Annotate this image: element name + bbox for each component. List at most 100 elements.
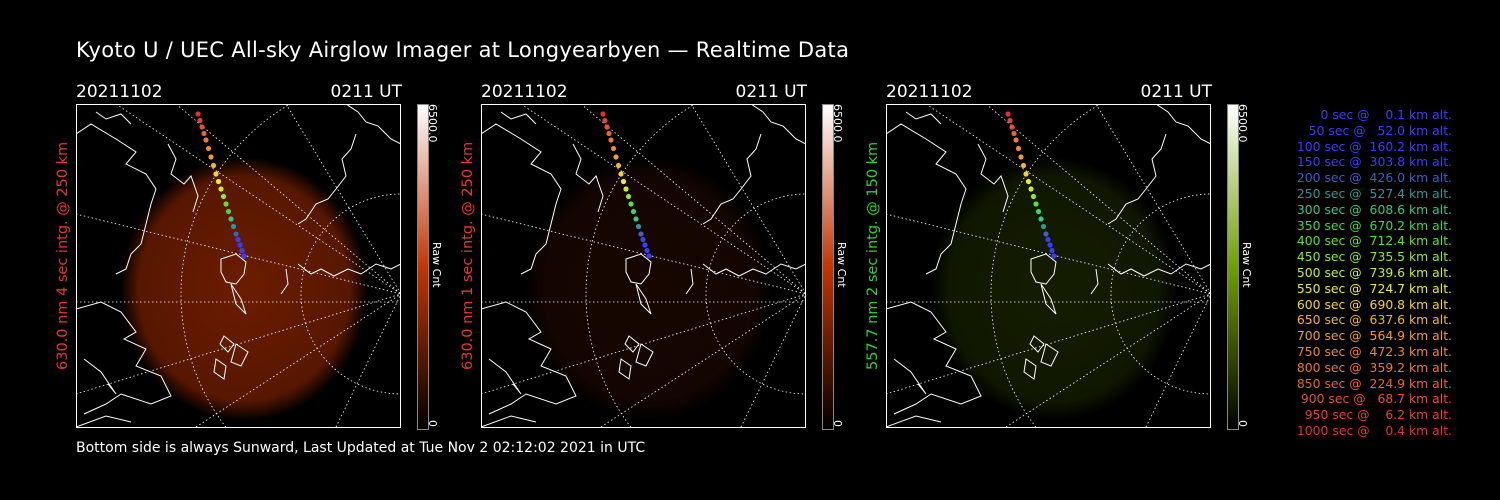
trajectory-point xyxy=(1030,193,1037,200)
trajectory-point xyxy=(1028,186,1034,192)
image-panel-557nm-2sec: 20211102 0211 UT 6500.0 Raw Cnt 0 xyxy=(886,80,1266,430)
trajectory-point xyxy=(615,162,622,169)
legend-entry: 350 sec @ 670.2 km alt. xyxy=(1292,217,1452,233)
trajectory-point xyxy=(640,236,646,243)
legend-entry: 650 sec @ 637.6 km alt. xyxy=(1292,312,1452,328)
legend-entry: 700 sec @ 564.9 km alt. xyxy=(1292,328,1452,344)
trajectory-point xyxy=(635,223,642,230)
trajectory-point xyxy=(1035,208,1042,215)
legend-entry: 300 sec @ 608.6 km alt. xyxy=(1292,201,1452,217)
legend-entry: 250 sec @ 527.4 km alt. xyxy=(1292,185,1452,201)
trajectory-point xyxy=(646,253,652,259)
image-panel-630nm-4sec: 20211102 0211 UT 6500.0 Raw Cnt 0 xyxy=(76,80,456,430)
trajectory-point xyxy=(1043,231,1049,237)
trajectory-point xyxy=(610,145,617,152)
legend-entry: 450 sec @ 735.5 km alt. xyxy=(1292,249,1452,265)
colorbar-max-label: 6500.0 xyxy=(1236,104,1249,143)
trajectory-point xyxy=(604,124,610,130)
legend-entry: 550 sec @ 724.7 km alt. xyxy=(1292,280,1452,296)
trajectory-point xyxy=(203,137,209,143)
trajectory-point xyxy=(1020,162,1027,169)
trajectory-point xyxy=(1005,111,1011,117)
trajectory-point xyxy=(230,223,237,230)
trajectory-point xyxy=(628,201,634,207)
trajectory-point xyxy=(1051,253,1057,259)
trajectory-point xyxy=(201,130,207,137)
trajectory-point xyxy=(213,171,219,177)
coastlines xyxy=(76,104,401,428)
colorbar-min-label: 0 xyxy=(1236,420,1249,427)
trajectory-point xyxy=(1045,236,1051,243)
trajectory-point xyxy=(642,242,648,248)
airglow-disk xyxy=(930,157,1178,421)
trajectory-point xyxy=(602,117,608,124)
trajectory-point xyxy=(220,193,227,200)
coastlines xyxy=(886,104,1211,428)
trajectory-point xyxy=(1015,145,1022,152)
trajectory-point xyxy=(630,208,637,215)
colorbar xyxy=(822,104,834,430)
allsky-image-svg xyxy=(481,104,806,428)
colorbar-unit-label: Raw Cnt xyxy=(1240,242,1253,288)
legend-entry: 50 sec @ 52.0 km alt. xyxy=(1300,122,1452,138)
trajectory-point xyxy=(241,253,247,259)
legend-entry: 750 sec @ 472.3 km alt. xyxy=(1292,343,1452,359)
legend-entry: 100 sec @ 160.2 km alt. xyxy=(1292,138,1452,154)
legend-entry: 800 sec @ 359.2 km alt. xyxy=(1292,359,1452,375)
legend-entry: 0 sec @ 0.1 km alt. xyxy=(1308,107,1452,122)
trajectory-point xyxy=(625,193,632,200)
trajectory-point xyxy=(633,216,639,222)
trajectory-point xyxy=(197,117,203,124)
trajectory-point xyxy=(644,247,650,254)
trajectory-point xyxy=(1013,137,1019,143)
legend-entry: 500 sec @ 739.6 km alt. xyxy=(1292,264,1452,280)
trajectory-point xyxy=(223,201,229,207)
colorbar-unit-label: Raw Cnt xyxy=(835,242,848,288)
trajectory-point xyxy=(620,178,627,185)
graticule xyxy=(481,104,806,428)
allsky-image-svg xyxy=(76,104,401,428)
trajectory-point xyxy=(210,162,217,169)
trajectory-point xyxy=(235,236,241,243)
legend-entry: 200 sec @ 426.0 km alt. xyxy=(1292,170,1452,186)
trajectory-point xyxy=(638,231,644,237)
trajectory-track xyxy=(1005,111,1057,259)
airglow-disk xyxy=(120,157,368,421)
trajectory-point xyxy=(218,186,224,192)
trajectory-track xyxy=(600,111,652,259)
trajectory-legend: 0 sec @ 0.1 km alt. 50 sec @ 52.0 km alt… xyxy=(1262,107,1452,439)
trajectory-point xyxy=(1038,216,1044,222)
airglow-disk xyxy=(525,157,773,421)
panel-time: 0211 UT xyxy=(735,82,808,102)
trajectory-point xyxy=(608,137,614,143)
trajectory-point xyxy=(239,247,245,254)
trajectory-point xyxy=(205,145,212,152)
graticule xyxy=(76,104,401,428)
trajectory-point xyxy=(1011,130,1017,137)
colorbar-unit-label: Raw Cnt xyxy=(430,242,443,288)
trajectory-point xyxy=(618,171,624,177)
legend-entry: 850 sec @ 224.9 km alt. xyxy=(1292,375,1452,391)
trajectory-point xyxy=(225,208,232,215)
legend-entry: 1000 sec @ 0.4 km alt. xyxy=(1296,422,1452,438)
colorbar-max-label: 6500.0 xyxy=(831,104,844,143)
trajectory-point xyxy=(1040,223,1047,230)
trajectory-point xyxy=(208,154,214,160)
legend-entry: 600 sec @ 690.8 km alt. xyxy=(1292,296,1452,312)
panel-date: 20211102 xyxy=(76,82,163,102)
panel-date: 20211102 xyxy=(481,82,568,102)
colorbar xyxy=(417,104,429,430)
allsky-map xyxy=(76,104,401,428)
colorbar-max-label: 6500.0 xyxy=(426,104,439,143)
coastlines xyxy=(481,104,806,428)
trajectory-point xyxy=(1007,117,1013,124)
legend-entry: 950 sec @ 6.2 km alt. xyxy=(1300,407,1452,423)
trajectory-point xyxy=(606,130,612,137)
colorbar-min-label: 0 xyxy=(831,420,844,427)
footer-note: Bottom side is always Sunward, Last Upda… xyxy=(76,440,646,456)
panel-date: 20211102 xyxy=(886,82,973,102)
allsky-image-svg xyxy=(886,104,1211,428)
legend-entry: 150 sec @ 303.8 km alt. xyxy=(1292,154,1452,170)
legend-entry: 900 sec @ 68.7 km alt. xyxy=(1296,391,1452,407)
trajectory-point xyxy=(623,186,629,192)
